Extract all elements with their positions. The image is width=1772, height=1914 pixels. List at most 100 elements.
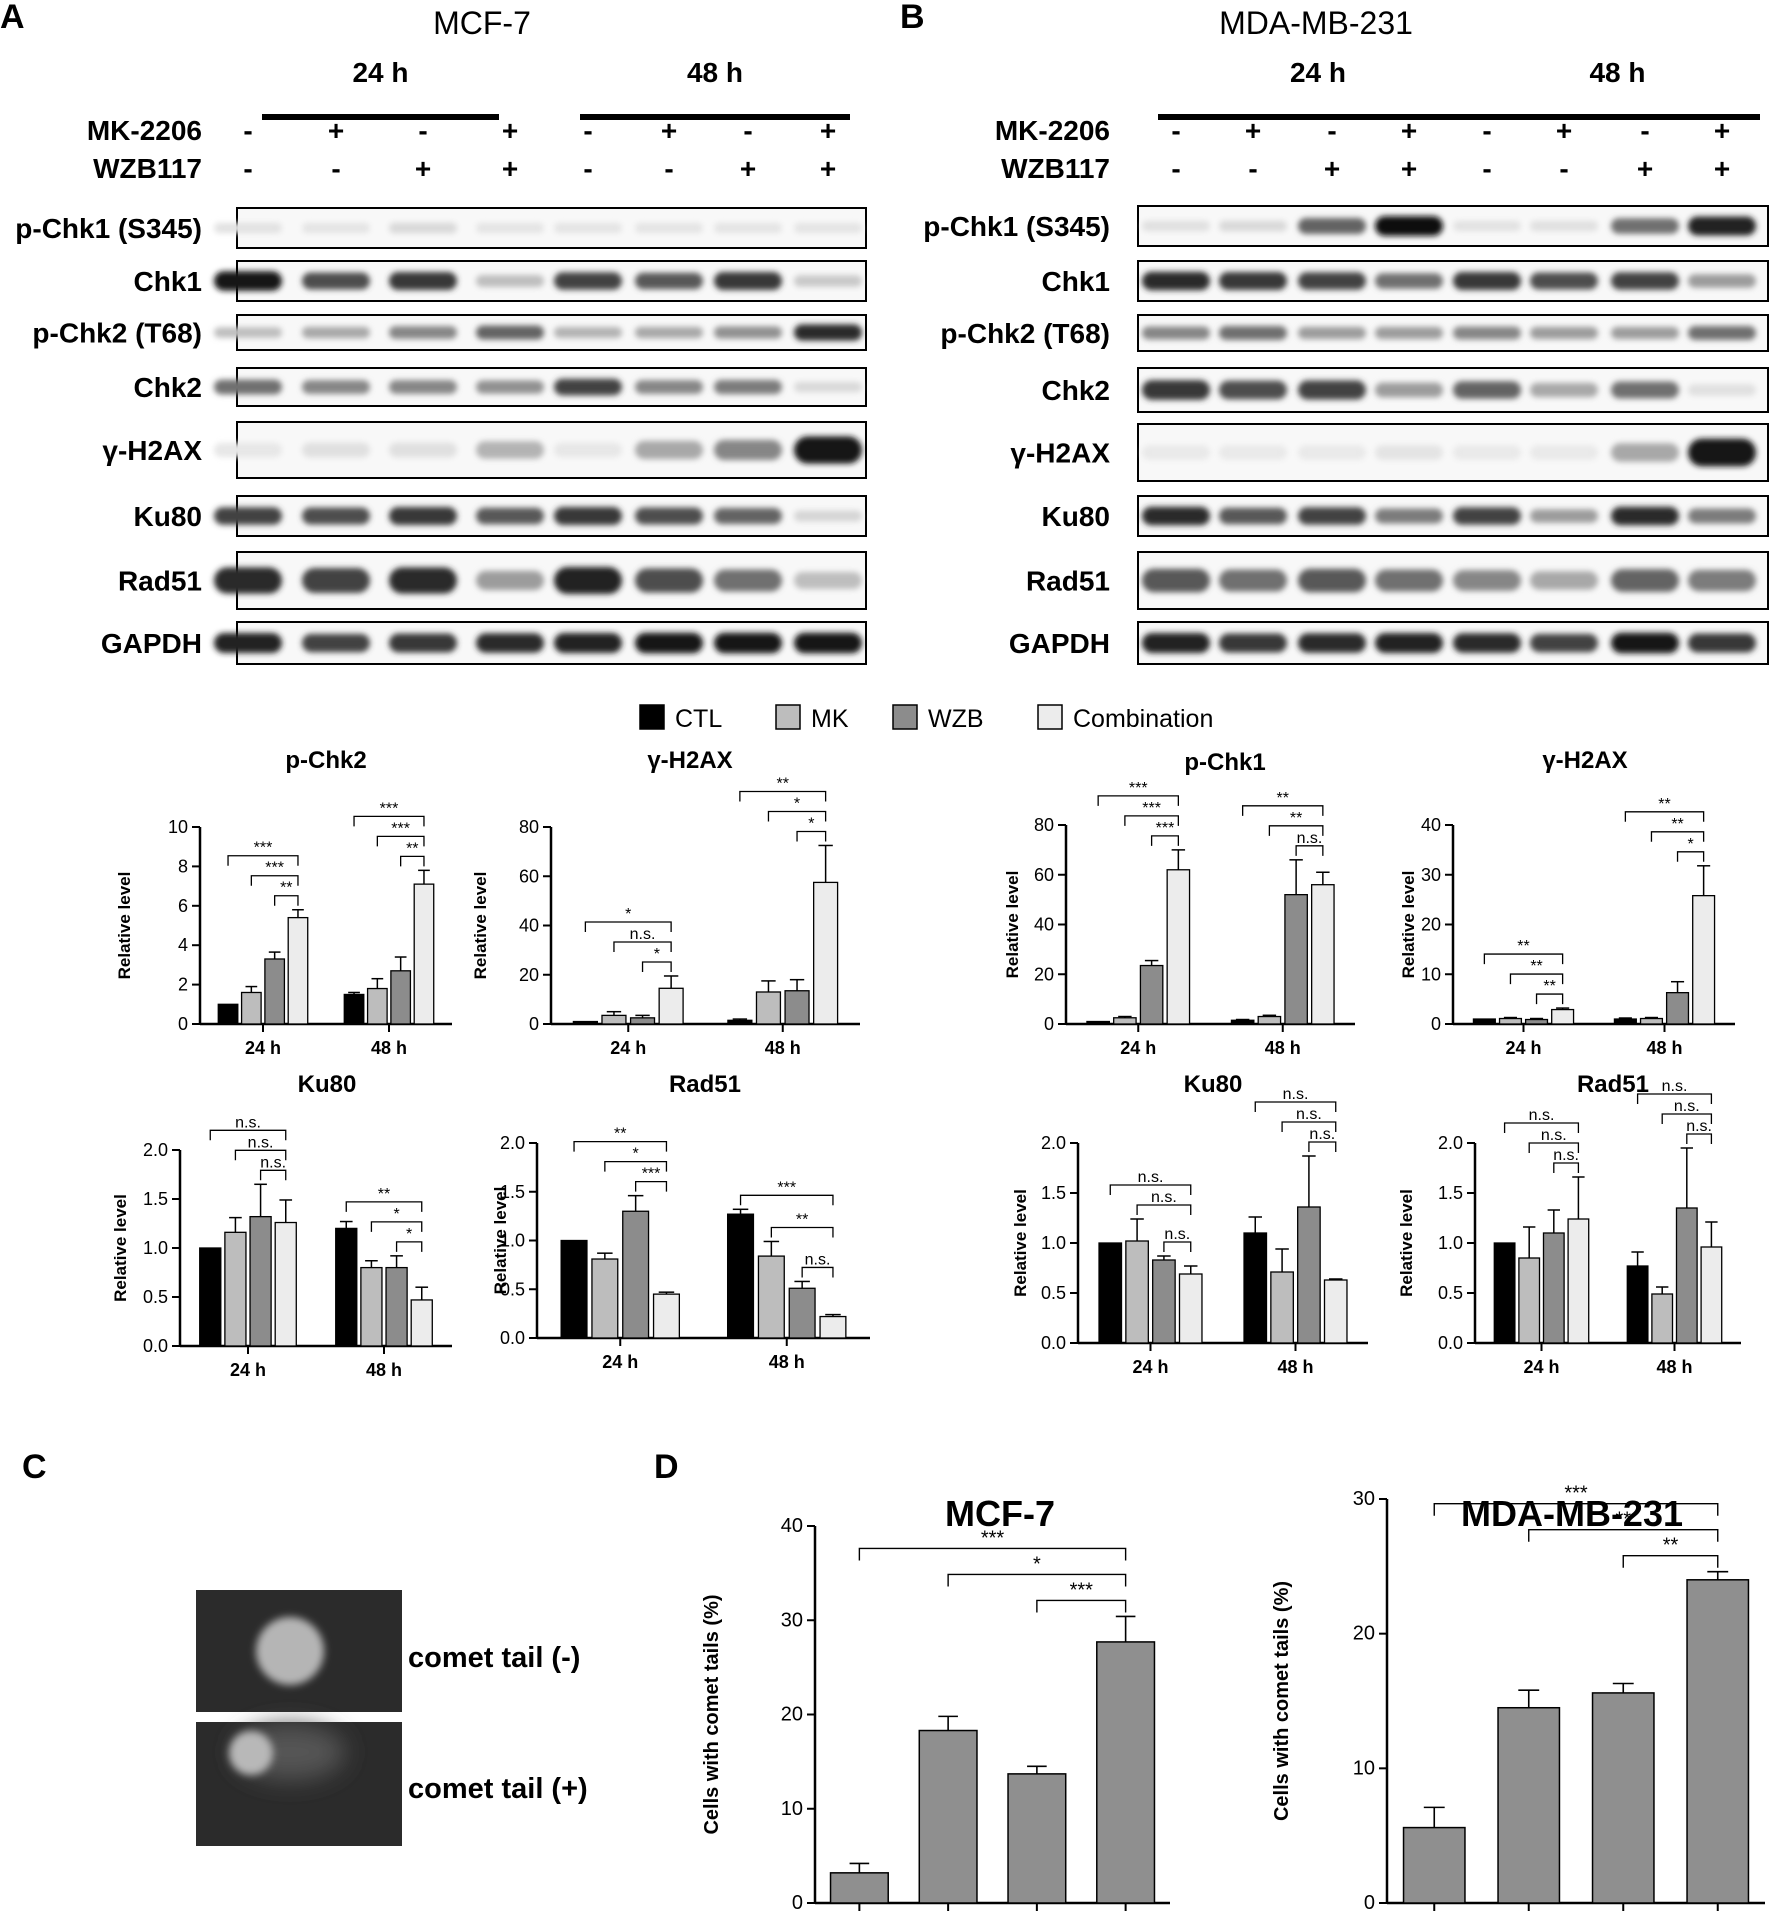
- blot-band: [1688, 384, 1756, 396]
- sig-label: **: [378, 1186, 390, 1203]
- blot-band: [1298, 218, 1366, 234]
- blot-label: Chk2: [1042, 375, 1110, 406]
- blot-band: [554, 272, 622, 290]
- blot-band: [214, 507, 282, 525]
- y-tick-label: 40: [519, 916, 539, 936]
- bar: [1675, 1207, 1698, 1344]
- sig-label: ***: [981, 1527, 1005, 1549]
- sig-label: **: [1277, 790, 1289, 807]
- bar: [1311, 884, 1335, 1025]
- y-tick-label: 0.5: [143, 1287, 168, 1307]
- bar: [1551, 1008, 1575, 1025]
- chart-comet-mda-mb-231: MDA-MB-231 Cells with comet tails (%) 0 10 2…: [1271, 1483, 1766, 1914]
- blot-band: [1453, 381, 1521, 399]
- treatment-sign: -: [243, 153, 252, 184]
- blot-band: [1611, 569, 1679, 592]
- bar: [1498, 1017, 1523, 1025]
- sig-bracket: [1676, 851, 1705, 862]
- bar: [755, 991, 782, 1025]
- y-tick-label: 2.0: [1438, 1133, 1463, 1153]
- chart-title: Ku80: [298, 1071, 357, 1098]
- sig-label: ***: [1070, 1579, 1094, 1601]
- blot-label: p-Chk2 (T68): [940, 318, 1110, 349]
- treatment-sign: -: [1171, 115, 1180, 146]
- bar: [1297, 1206, 1321, 1344]
- blot-band: [554, 222, 622, 234]
- treatment-sign: -: [243, 115, 252, 146]
- sig-label: n.s.: [1297, 830, 1323, 847]
- y-tick-label: 40: [1034, 915, 1054, 935]
- sig-label: ***: [1156, 820, 1175, 837]
- legend-swatch: [892, 704, 918, 730]
- blot-band: [1453, 507, 1521, 525]
- sig-bracket: [584, 921, 672, 932]
- blot-band: [1219, 507, 1287, 525]
- sig-label: **: [777, 775, 789, 792]
- blot-label: Ku80: [1042, 501, 1110, 532]
- blot-band: [714, 632, 782, 654]
- y-tick-label: 30: [1421, 865, 1441, 885]
- blot-band: [1142, 568, 1210, 593]
- treatment-sign: +: [1556, 115, 1572, 146]
- bar: [622, 1210, 650, 1339]
- sig-label: ***: [1142, 800, 1161, 817]
- sig-bracket: [1242, 805, 1324, 816]
- treatment-sign: +: [740, 153, 756, 184]
- y-tick-label: 40: [781, 1515, 803, 1537]
- bar: [1257, 1015, 1282, 1025]
- sig-label: *: [654, 946, 660, 963]
- bar: [274, 1221, 297, 1347]
- sig-bracket: [370, 1221, 423, 1232]
- sig-label: n.s.: [1553, 1147, 1579, 1164]
- blot-band: [1298, 568, 1366, 593]
- western-title: MCF-7: [433, 5, 531, 41]
- blot-label: γ-H2AX: [1010, 438, 1110, 469]
- panel-label-b: B: [900, 0, 925, 36]
- sig-bracket: [250, 875, 299, 886]
- treatment-sign: +: [328, 115, 344, 146]
- y-tick-label: 1.5: [1438, 1183, 1463, 1203]
- bar: [629, 1017, 656, 1025]
- treatment-sign: -: [1248, 153, 1257, 184]
- blot-band: [1142, 271, 1210, 291]
- sig-label: ***: [265, 860, 284, 877]
- sig-bracket: [1036, 1599, 1127, 1613]
- blot-band: [1530, 220, 1598, 232]
- treatment-sign: -: [418, 115, 427, 146]
- blot-band: [476, 507, 544, 525]
- sig-label: n.s.: [248, 1134, 274, 1151]
- sig-label: n.s.: [260, 1154, 286, 1171]
- y-tick-label: 20: [781, 1704, 803, 1726]
- sig-label: *: [808, 815, 814, 832]
- sig-bracket: [635, 1181, 668, 1192]
- bar: [1700, 1246, 1723, 1344]
- bar: [1542, 1232, 1565, 1344]
- blot-band: [1611, 632, 1679, 654]
- blot-band: [476, 441, 544, 459]
- blot-label: GAPDH: [101, 628, 202, 659]
- sig-bracket: [1124, 815, 1179, 826]
- sig-bracket: [613, 941, 672, 952]
- blot-band: [1142, 380, 1210, 400]
- chart-title: γ-H2AX: [1542, 747, 1627, 774]
- bar: [1230, 1019, 1255, 1025]
- blot-band: [389, 380, 457, 394]
- blot-band: [1375, 445, 1443, 460]
- x-tick-label: 48 h: [1656, 1357, 1692, 1377]
- bar: [591, 1258, 619, 1339]
- blot-band: [1688, 633, 1756, 653]
- blot-band: [1688, 326, 1756, 340]
- blot-band: [476, 222, 544, 234]
- blot-band: [635, 440, 703, 460]
- blot-band: [476, 380, 544, 394]
- sig-bracket: [353, 815, 425, 827]
- sig-bracket: [1503, 1122, 1580, 1133]
- sig-label: ***: [1129, 780, 1148, 797]
- y-tick-label: 0.0: [1041, 1333, 1066, 1353]
- sig-bracket: [1295, 845, 1324, 856]
- treatment-sign: +: [1714, 153, 1730, 184]
- sig-bracket: [770, 1226, 834, 1238]
- blot-band: [714, 508, 782, 524]
- bar: [1692, 894, 1716, 1025]
